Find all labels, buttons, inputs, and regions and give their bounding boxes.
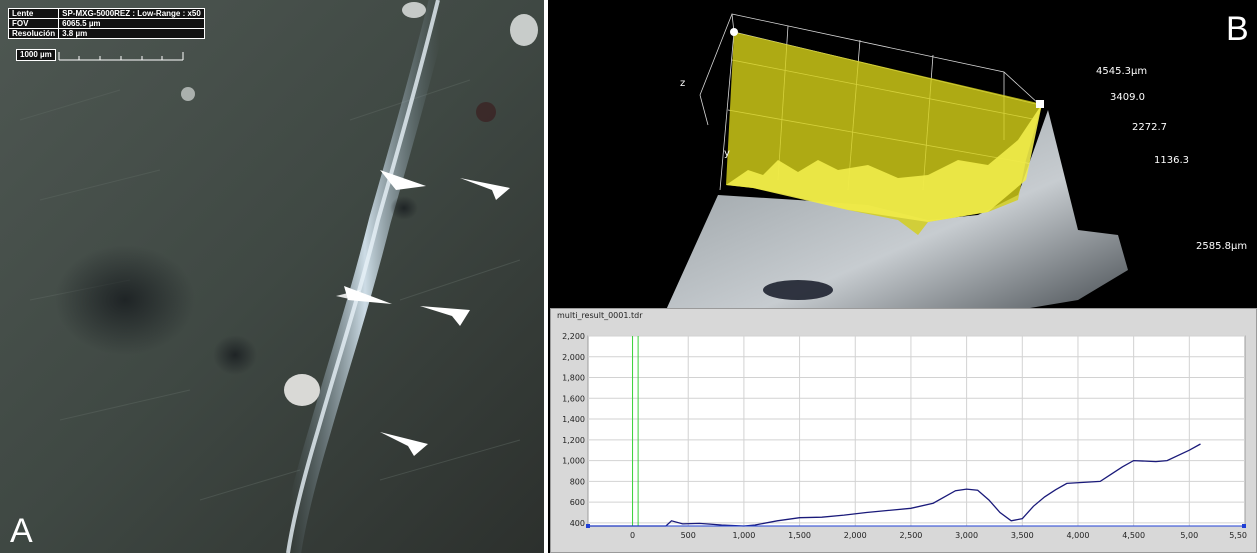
info-row: FOV 6065.5 µm xyxy=(7,18,205,29)
height-label: 4545.3µm xyxy=(1096,66,1148,77)
surface-3d-view xyxy=(666,13,1128,310)
profile-window: multi_result_0001.tdr 400 600 800 1,000 1,20… xyxy=(550,308,1257,553)
x-tick-label: 4,500 xyxy=(1122,531,1145,540)
y-tick-label: 400 xyxy=(570,519,585,528)
y-tick-label: 800 xyxy=(570,477,585,486)
scale-bar xyxy=(58,52,184,61)
x-tick-label: 3,000 xyxy=(955,531,978,540)
z-axis-label: z xyxy=(680,78,686,89)
arrow-marker xyxy=(344,286,392,304)
panel-letter-b: B xyxy=(1226,10,1249,48)
info-row: Resolución 3.8 µm xyxy=(7,28,205,39)
arrow-marker xyxy=(336,290,360,300)
plot-area xyxy=(587,335,1246,527)
x-tick-label: 1,500 xyxy=(788,531,811,540)
height-label: 3409.0 xyxy=(1110,92,1145,103)
x-tick-label: 500 xyxy=(681,531,696,540)
height-label: 2272.7 xyxy=(1132,122,1167,133)
y-tick-label: 1,000 xyxy=(562,457,585,466)
y-axis-label: y xyxy=(724,148,730,159)
x-tick-label: 0 xyxy=(630,531,635,540)
info-label: Lente xyxy=(7,8,60,19)
y-tick-label: 600 xyxy=(570,498,585,507)
x-tick-label: 1,000 xyxy=(732,531,755,540)
height-label: 1136.3 xyxy=(1154,155,1189,166)
panel-letter-a: A xyxy=(10,512,33,550)
x-tick-label: 5,50 xyxy=(1229,531,1247,540)
y-tick-label: 1,800 xyxy=(562,374,585,383)
arrow-marker xyxy=(460,178,510,200)
y-tick-label: 2,200 xyxy=(562,332,585,341)
arrow-marker xyxy=(380,432,428,456)
info-label: FOV xyxy=(7,18,60,29)
scale-bar-label: 1000 µm xyxy=(16,49,56,61)
info-label: Resolución xyxy=(7,28,60,39)
section-point-start xyxy=(730,28,738,36)
x-tick-label: 2,000 xyxy=(844,531,867,540)
y-tick-label: 2,000 xyxy=(562,353,585,362)
arrow-markers xyxy=(336,170,510,456)
lens-info-table: Lente SP-MXG-5000REZ : Low-Range : x50 F… xyxy=(7,8,205,39)
x-tick-label: 5,00 xyxy=(1180,531,1198,540)
y-tick-label: 1,600 xyxy=(562,394,585,403)
arrow-marker xyxy=(420,306,470,326)
profile-chart: 400 600 800 1,000 1,200 1,400 1,600 1,800 2,000 2… xyxy=(562,332,1247,540)
x-tick-label: 4,000 xyxy=(1067,531,1090,540)
x-tick-label: 2,500 xyxy=(899,531,922,540)
micrograph-image xyxy=(0,0,544,553)
panel-b: z y 4545.3µm 3409.0 2272.7 1136.3 2585.8… xyxy=(548,0,1257,553)
info-value: 3.8 µm xyxy=(58,28,205,39)
y-tick-label: 1,400 xyxy=(562,415,585,424)
depth-label: 2585.8µm xyxy=(1196,241,1248,252)
info-value: SP-MXG-5000REZ : Low-Range : x50 xyxy=(58,8,205,19)
arrow-marker xyxy=(380,170,426,190)
info-value: 6065.5 µm xyxy=(58,18,205,29)
section-point-end xyxy=(1036,100,1044,108)
info-row: Lente SP-MXG-5000REZ : Low-Range : x50 xyxy=(7,8,205,19)
window-title: multi_result_0001.tdr xyxy=(557,311,643,320)
y-tick-label: 1,200 xyxy=(562,436,585,445)
micrograph-panel-a: Lente SP-MXG-5000REZ : Low-Range : x50 F… xyxy=(0,0,544,553)
x-tick-label: 3,500 xyxy=(1011,531,1034,540)
